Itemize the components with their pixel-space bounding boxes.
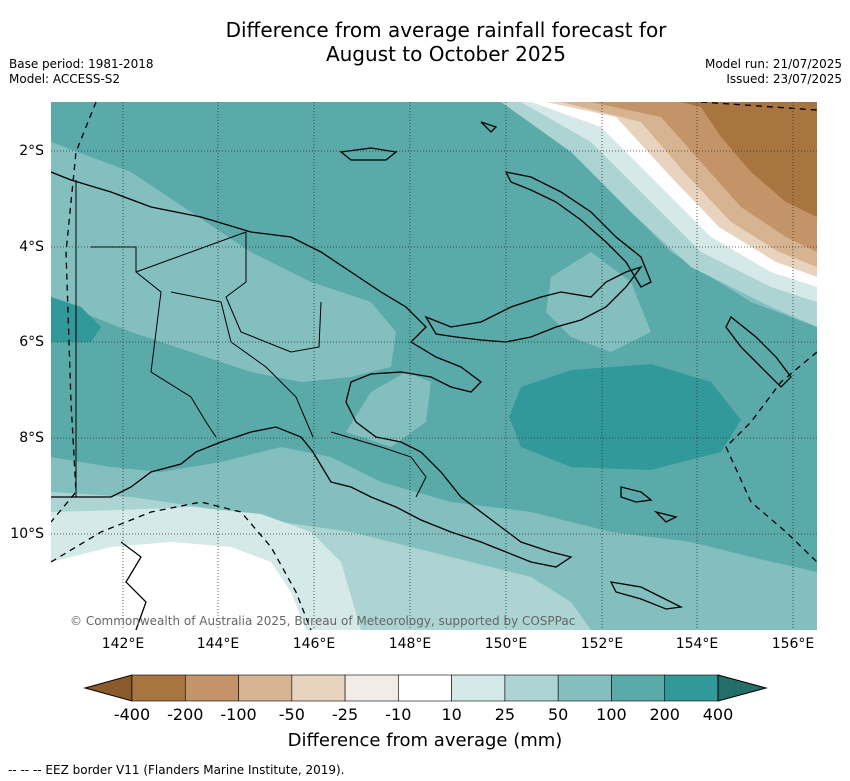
rainfall-map [51,102,817,630]
colorbar-tick-label: 400 [702,705,734,724]
copyright-notice: © Commonwealth of Australia 2025, Bureau… [70,614,576,628]
eez-west [51,102,97,523]
meta-left: Base period: 1981-2018 Model: ACCESS-S2 [9,57,154,87]
colorbar-cell [184,674,239,702]
colorbar-tick-label: 50 [547,705,569,724]
colorbar-extend-low [83,674,133,702]
colorbar-cells [83,674,768,702]
colorbar-cell [557,674,612,702]
colorbar-cell [238,674,293,702]
new-britain-coast [424,265,643,343]
border-3 [170,291,314,438]
louisiade-islands [609,581,684,610]
eez-east [725,351,817,563]
issued-date: Issued: 23/07/2025 [726,72,842,86]
coastlines [51,121,792,630]
contour-neutral-south [51,542,306,630]
lon-label-150e: 150°E [484,636,528,652]
colorbar-svg [83,674,768,702]
lat-label-4s: 4°S [19,239,44,255]
title-line-2: August to October 2025 [325,42,567,66]
contour-50-100-east [546,252,651,352]
bougainville-coast [725,315,792,388]
colorbar-tick-label: -200 [167,705,204,724]
model-run: Model run: 21/07/2025 [704,57,842,71]
eez-south [51,501,312,630]
new-hanover [480,121,498,133]
torres-strait-islands [120,541,147,630]
lon-label-148e: 148°E [388,636,432,652]
colorbar-cell [504,674,559,702]
colorbar [0,670,850,710]
eez-footnote: -- -- -- EEZ border V11 (Flanders Marine… [8,763,345,777]
contour-200-400 [509,364,741,470]
colorbar-tick-label: -400 [113,705,151,724]
colorbar-cell [131,674,186,702]
colorbar-tick-label: 100 [596,705,627,724]
ferguson-islands [620,486,678,523]
colorbar-cell [451,674,506,702]
colorbar-cell [291,674,346,702]
border-4 [330,431,427,498]
new-guinea-coast [51,171,573,568]
lon-label-154e: 154°E [675,636,719,652]
lat-label-2s: 2°S [19,143,44,159]
colorbar-cell [664,674,719,702]
lat-label-10s: 10°S [10,526,44,542]
lat-label-6s: 6°S [19,334,44,350]
lon-label-152e: 152°E [580,636,624,652]
lon-label-144e: 144°E [196,636,240,652]
lon-label-142e: 142°E [101,636,145,652]
colorbar-tick-label: 10 [441,705,462,724]
eez-borders [51,102,817,630]
graticule [51,102,817,630]
province-borders [75,180,427,498]
map-title: Difference from average rainfall forecas… [0,18,850,66]
model-name: Model: ACCESS-S2 [9,72,121,86]
lon-label-156e: 156°E [771,636,815,652]
lat-label-8s: 8°S [19,430,44,446]
border-1 [91,246,217,438]
border-2 [135,231,322,353]
manus-island [339,147,398,161]
eez-north [700,102,817,111]
contour-minus200 [681,102,817,217]
colorbar-tick-label: 200 [649,705,680,724]
colorbar-tick-label: -50 [278,705,305,724]
colorbar-cell [344,674,399,702]
base-period: Base period: 1981-2018 [9,57,154,71]
colorbar-tick-label: -10 [385,705,412,724]
lon-label-146e: 146°E [292,636,336,652]
colorbar-tick-label: 25 [494,705,516,724]
meta-right: Model run: 21/07/2025 Issued: 23/07/2025 [705,57,842,87]
colorbar-title: Difference from average (mm) [287,730,563,751]
colorbar-tick-label: -100 [220,705,257,724]
colorbar-cell [398,674,452,702]
new-ireland-coast [504,171,652,288]
title-line-1: Difference from average rainfall forecas… [225,18,667,42]
map-svg [51,102,817,630]
colorbar-cell [611,674,666,702]
colorbar-tick-label: -25 [332,705,359,724]
colorbar-extend-high [717,674,768,702]
